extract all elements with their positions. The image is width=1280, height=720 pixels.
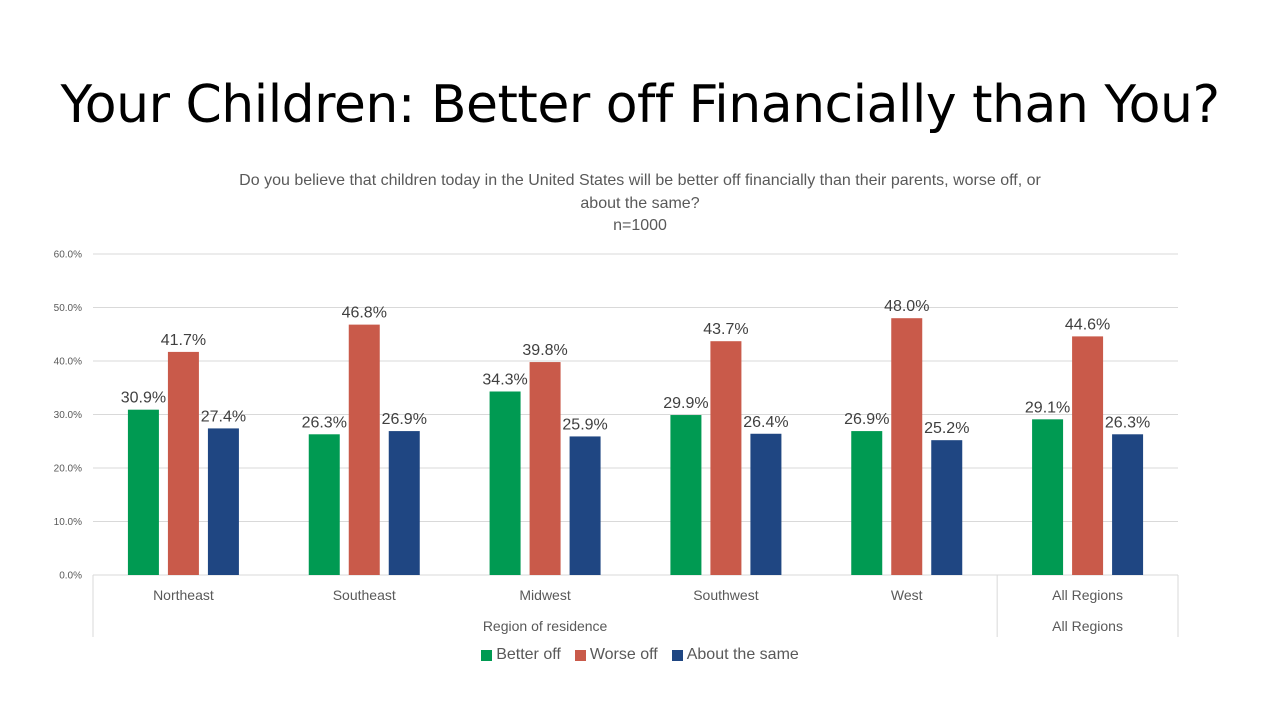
bar-about-the-same-west — [931, 440, 963, 575]
slide-title: Your Children: Better off Financially th… — [60, 75, 1220, 135]
data-label: 43.7% — [703, 321, 748, 338]
legend-item-worse-off: Worse off — [574, 646, 658, 664]
bar-worse-off-southeast — [348, 324, 380, 575]
chart-legend: Better off Worse off About the same — [0, 646, 1280, 664]
chart-subtitle-line-2: about the same? — [580, 194, 700, 212]
data-label: 41.7% — [161, 332, 206, 349]
x-group-label: Region of residence — [483, 618, 608, 634]
x-tick-label-midwest: Midwest — [519, 587, 570, 603]
bar-better-off-all-regions — [1032, 419, 1064, 575]
legend-swatch-better-off — [481, 649, 493, 661]
y-tick-label: 40.0% — [54, 357, 82, 368]
chart-subtitle-line-3: n=1000 — [613, 217, 667, 234]
bar-worse-off-midwest — [529, 362, 561, 575]
legend-label-about-the-same: About the same — [686, 646, 799, 663]
data-label: 46.8% — [342, 305, 387, 322]
bar-better-off-southwest — [670, 415, 702, 575]
bar-about-the-same-southeast — [388, 431, 420, 575]
bar-about-the-same-southwest — [750, 433, 782, 575]
chart-subtitle-line-1: Do you believe that children today in th… — [239, 172, 1041, 189]
bar-better-off-southeast — [308, 434, 340, 575]
legend-swatch-worse-off — [574, 649, 586, 661]
legend-label-worse-off: Worse off — [589, 646, 658, 663]
data-label: 26.9% — [844, 411, 889, 428]
y-tick-label: 10.0% — [54, 517, 82, 528]
bar-better-off-midwest — [489, 391, 521, 575]
legend-label-better-off: Better off — [496, 646, 561, 663]
x-group-label: All Regions — [1052, 618, 1123, 634]
data-label: 26.9% — [382, 411, 427, 428]
bar-better-off-west — [851, 431, 883, 575]
legend-item-better-off: Better off — [481, 646, 561, 664]
x-tick-label-all-regions: All Regions — [1052, 587, 1123, 603]
y-tick-label: 60.0% — [54, 250, 82, 261]
data-label: 25.9% — [562, 416, 607, 433]
y-tick-label: 0.0% — [59, 571, 82, 582]
y-tick-label: 20.0% — [54, 464, 82, 475]
data-label: 26.4% — [743, 414, 788, 431]
x-tick-label-northeast: Northeast — [153, 587, 214, 603]
bar-about-the-same-midwest — [569, 436, 601, 575]
data-label: 29.1% — [1025, 399, 1070, 416]
bar-worse-off-northeast — [167, 351, 199, 575]
data-label: 26.3% — [1105, 414, 1150, 431]
data-label: 25.2% — [924, 420, 969, 437]
y-tick-label: 50.0% — [54, 303, 82, 314]
y-tick-label: 30.0% — [54, 410, 82, 421]
chart-subtitle: Do you believe that children today in th… — [160, 170, 1120, 238]
data-label: 34.3% — [482, 371, 527, 388]
legend-item-about-the-same: About the same — [671, 646, 799, 664]
bar-better-off-northeast — [127, 409, 159, 575]
x-tick-label-southeast: Southeast — [333, 587, 396, 603]
bar-worse-off-all-regions — [1072, 336, 1104, 575]
bar-worse-off-west — [891, 318, 923, 575]
x-tick-label-southwest: Southwest — [693, 587, 758, 603]
data-label: 29.9% — [663, 395, 708, 412]
legend-swatch-about-the-same — [671, 649, 683, 661]
data-label: 44.6% — [1065, 316, 1110, 333]
data-label: 48.0% — [884, 298, 929, 315]
data-label: 27.4% — [201, 408, 246, 425]
data-label: 39.8% — [522, 342, 567, 359]
bar-about-the-same-northeast — [207, 428, 239, 575]
data-label: 30.9% — [121, 390, 166, 407]
x-tick-label-west: West — [891, 587, 923, 603]
bar-about-the-same-all-regions — [1112, 434, 1144, 575]
data-label: 26.3% — [302, 414, 347, 431]
bar-worse-off-southwest — [710, 341, 742, 575]
